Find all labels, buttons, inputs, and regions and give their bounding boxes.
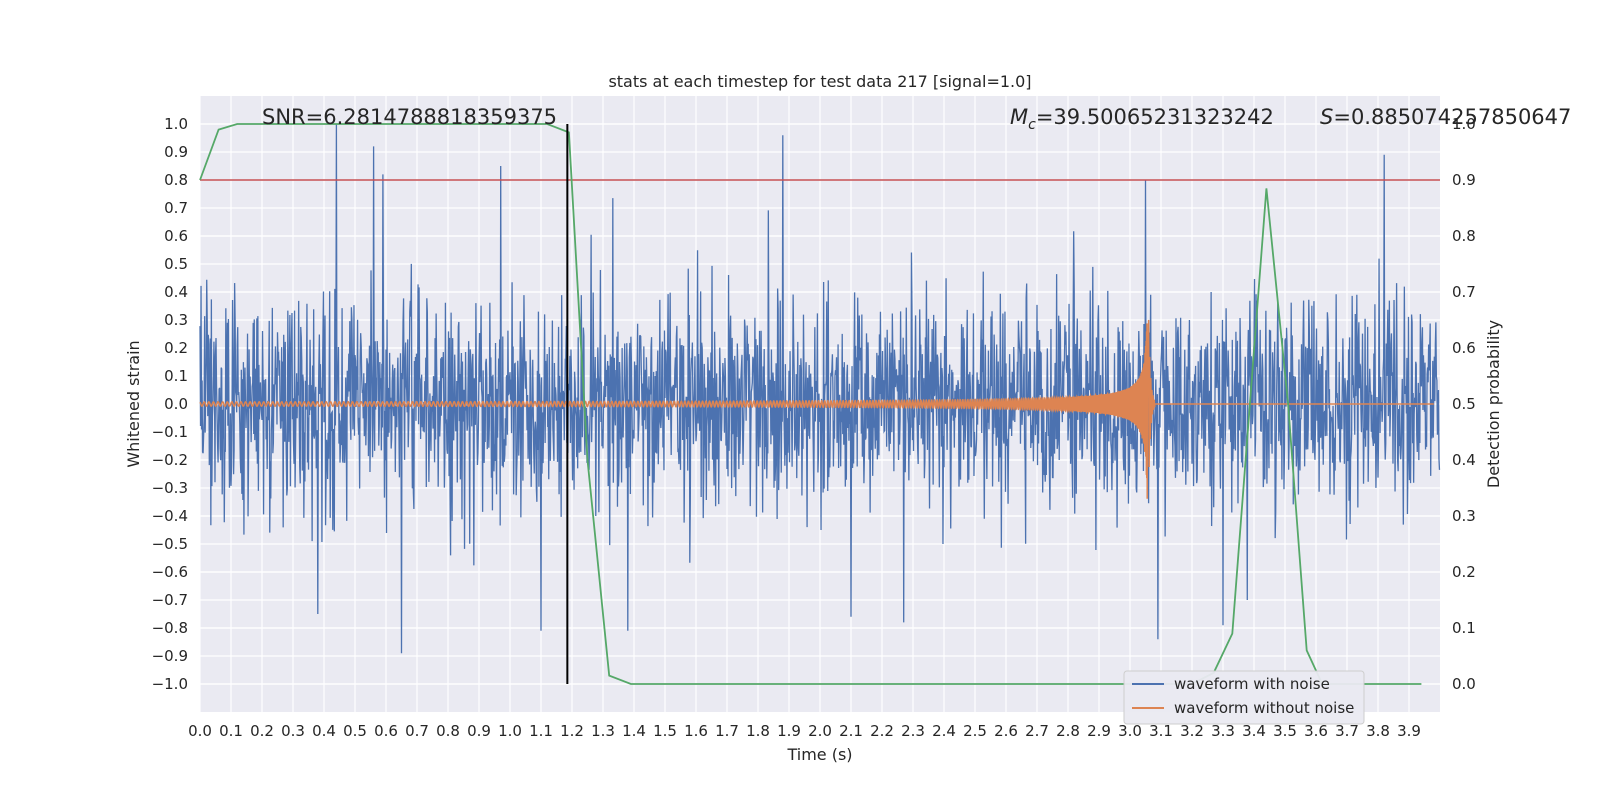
x-tick-label: 0.3 [281,722,305,740]
y2-tick-label: 0.2 [1452,563,1476,581]
clean-series [199,319,1434,499]
y-tick-label: 0.9 [164,143,188,161]
legend-label-noise: waveform with noise [1174,675,1330,693]
score-value: =0.885074257850647 [1333,105,1571,129]
x-tick-label: 1.8 [746,722,770,740]
x-tick-label: 3.8 [1366,722,1390,740]
y-tick-label: −0.8 [152,619,188,637]
y2-tick-label: 0.1 [1452,619,1476,637]
x-tick-label: 2.0 [808,722,832,740]
chirp-mass-value: =39.50065231323242 [1036,105,1274,129]
x-tick-label: 1.6 [684,722,708,740]
x-tick-label: 3.6 [1304,722,1328,740]
y-tick-label: 0.8 [164,171,188,189]
y-tick-label: −0.1 [152,423,188,441]
y-tick-label: 0.1 [164,367,188,385]
x-tick-label: 1.4 [622,722,646,740]
x-tick-label: 3.2 [1180,722,1204,740]
x-tick-label: 3.4 [1242,722,1266,740]
y-tick-label: 0.0 [164,395,188,413]
y-tick-label: −0.4 [152,507,188,525]
y-tick-label: 0.5 [164,255,188,273]
score-symbol: S [1320,105,1333,129]
y-tick-label: 1.0 [164,115,188,133]
chirp-mass-annotation: Mc=39.50065231323242 [1010,105,1274,133]
x-tick-label: 1.7 [715,722,739,740]
y2-tick-label: 0.6 [1452,339,1476,357]
x-tick-label: 3.1 [1149,722,1173,740]
y2-tick-label: 1.0 [1452,115,1476,133]
x-tick-label: 1.2 [560,722,584,740]
x-tick-label: 2.1 [839,722,863,740]
y-tick-label: −0.3 [152,479,188,497]
y-tick-label: −1.0 [152,675,188,693]
y-tick-label: −0.7 [152,591,188,609]
y2-tick-label: 0.5 [1452,395,1476,413]
clean-waveform-line [199,319,1434,499]
y-tick-label: −0.2 [152,451,188,469]
x-tick-label: 1.5 [653,722,677,740]
x-tick-label: 1.3 [591,722,615,740]
x-tick-label: 2.9 [1087,722,1111,740]
x-tick-label: 2.7 [1025,722,1049,740]
chirp-mass-symbol: M [1010,105,1028,129]
x-tick-label: 1.0 [498,722,522,740]
noise-waveform-line [199,123,1441,654]
y-tick-label: 0.7 [164,199,188,217]
x-axis-label: Time (s) [786,745,852,764]
x-tick-label: 0.5 [343,722,367,740]
x-tick-label: 0.1 [219,722,243,740]
y-tick-label: −0.5 [152,535,188,553]
score-annotation: S=0.885074257850647 [1320,105,1571,129]
x-tick-label: 0.8 [436,722,460,740]
probability-series [199,123,1440,685]
noise-series [199,123,1441,654]
legend-label-clean: waveform without noise [1174,699,1354,717]
x-tick-label: 3.3 [1211,722,1235,740]
detection-probability-line [199,123,1422,685]
x-tick-label: 0.2 [250,722,274,740]
x-tick-label: 1.9 [777,722,801,740]
x-tick-label: 3.9 [1397,722,1421,740]
legend-box [1123,670,1365,725]
x-tick-label: 0.4 [312,722,336,740]
x-tick-label: 2.5 [963,722,987,740]
y-tick-label: −0.6 [152,563,188,581]
y2-tick-label: 0.0 [1452,675,1476,693]
x-tick-label: 0.7 [405,722,429,740]
y-tick-label: −0.9 [152,647,188,665]
y2-tick-label: 0.4 [1452,451,1476,469]
x-tick-label: 2.2 [870,722,894,740]
y2-tick-label: 0.7 [1452,283,1476,301]
x-tick-label: 2.6 [994,722,1018,740]
y-axis-label: Whitened strain [124,340,143,467]
x-tick-label: 3.0 [1118,722,1142,740]
x-tick-label: 0.6 [374,722,398,740]
y2-axis-label: Detection probability [1484,320,1503,488]
x-tick-label: 0.9 [467,722,491,740]
y-tick-label: 0.3 [164,311,188,329]
x-tick-label: 2.4 [932,722,956,740]
ticks-layer: 0.0 0.1 0.2 0.3 0.4 0.5 0.6 0.7 0.8 0.9 1.0 1.1 1.2 1… [152,115,1476,740]
x-tick-label: 3.5 [1273,722,1297,740]
x-tick-label: 3.7 [1335,722,1359,740]
x-tick-label: 2.8 [1056,722,1080,740]
y2-tick-label: 0.8 [1452,227,1476,245]
x-tick-label: 0.0 [188,722,212,740]
y2-tick-label: 0.9 [1452,171,1476,189]
y-tick-label: 0.2 [164,339,188,357]
legend: waveform with noise waveform without noi… [1123,670,1365,725]
y2-tick-label: 0.3 [1452,507,1476,525]
chirp-mass-subscript: c [1028,117,1036,133]
x-tick-label: 1.1 [529,722,553,740]
y-tick-label: 0.6 [164,227,188,245]
snr-annotation: SNR=6.2814788818359375 [262,105,557,129]
x-tick-label: 2.3 [901,722,925,740]
y-tick-label: 0.4 [164,283,188,301]
chart-title: stats at each timestep for test data 217… [608,72,1031,91]
